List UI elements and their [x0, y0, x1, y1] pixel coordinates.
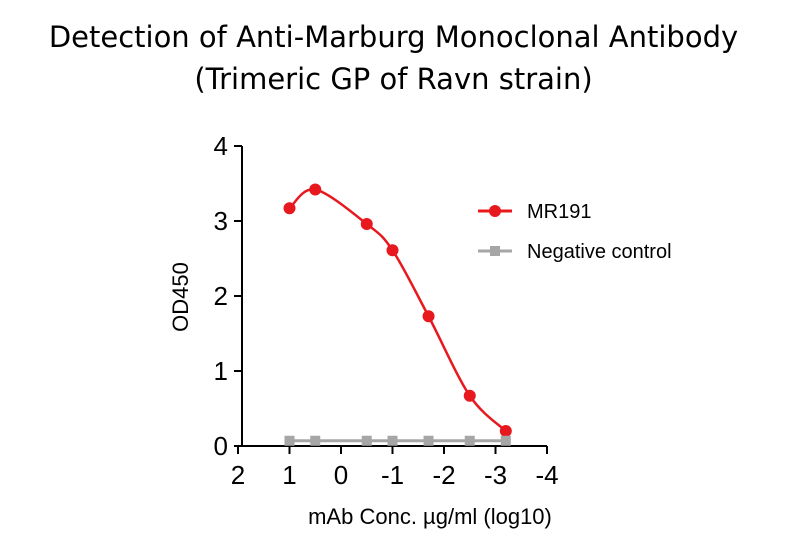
data-point	[386, 244, 399, 257]
x-tick-label: -1	[381, 460, 404, 490]
y-tick-label: 4	[214, 131, 228, 161]
axes	[238, 146, 547, 447]
data-point	[423, 435, 434, 446]
x-tick-label: 0	[334, 460, 348, 490]
legend-item: Negative control	[478, 241, 672, 263]
y-tick-label: 2	[214, 281, 228, 311]
data-point	[310, 435, 321, 446]
x-tick-label: 1	[282, 460, 296, 490]
legend-label: Negative control	[527, 241, 672, 263]
series-1	[284, 435, 511, 446]
data-point	[283, 202, 296, 215]
data-point	[500, 435, 511, 446]
data-point	[463, 389, 476, 402]
y-axis-label: OD450	[168, 262, 193, 332]
y-tick-label: 1	[214, 356, 228, 386]
y-tick-label: 0	[214, 431, 228, 461]
x-axis-label: mAb Conc. µg/ml (log10)	[308, 504, 552, 529]
data-point	[387, 435, 398, 446]
y-tick-label: 3	[214, 206, 228, 236]
x-tick-label: 2	[231, 460, 245, 490]
x-ticks: 2 1 0 -1 -2 -3 -4	[231, 446, 559, 490]
chart-subtitle: (Trimeric GP of Ravn strain)	[194, 62, 593, 96]
legend-marker	[489, 205, 501, 217]
data-point	[422, 310, 435, 323]
legend-label: MR191	[527, 201, 591, 223]
data-point	[284, 435, 295, 446]
data-point	[464, 435, 475, 446]
legend: MR191 Negative control	[478, 201, 672, 263]
x-tick-label: -4	[535, 460, 558, 490]
data-point	[360, 218, 373, 230]
legend-marker	[490, 246, 500, 256]
chart-title: Detection of Anti-Marburg Monoclonal Ant…	[48, 20, 739, 54]
data-point	[499, 425, 512, 437]
y-ticks: 0 1 2 3 4	[214, 131, 242, 461]
series-0	[283, 183, 512, 437]
x-tick-label: -2	[432, 460, 455, 490]
legend-item: MR191	[478, 201, 591, 223]
data-point	[361, 435, 372, 446]
x-tick-label: -3	[484, 460, 507, 490]
data-point	[309, 183, 322, 196]
series-layer	[283, 183, 512, 446]
